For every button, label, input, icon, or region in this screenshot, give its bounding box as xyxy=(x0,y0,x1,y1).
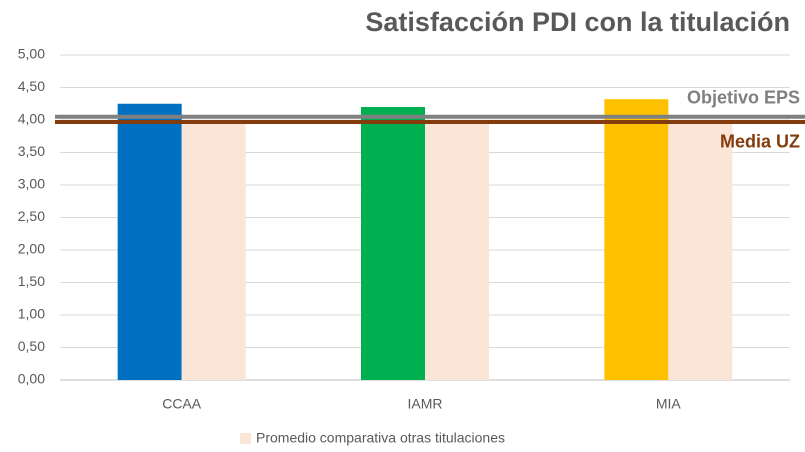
y-tick-label: 3,50 xyxy=(18,143,45,159)
x-tick-label: CCAA xyxy=(162,396,202,412)
reference-label: Media UZ xyxy=(720,132,800,152)
legend-label: Promedio comparativa otras titulaciones xyxy=(256,430,505,446)
bar xyxy=(181,120,246,380)
bar xyxy=(604,99,669,380)
y-tick-label: 4,00 xyxy=(18,111,45,127)
y-tick-label: 2,50 xyxy=(18,208,45,224)
y-tick-label: 1,50 xyxy=(18,273,45,289)
y-tick-label: 5,00 xyxy=(18,46,45,62)
bar xyxy=(425,120,489,380)
chart-title: Satisfacción PDI con la titulación xyxy=(365,7,790,37)
y-tick-label: 4,50 xyxy=(18,78,45,94)
x-tick-label: IAMR xyxy=(408,396,443,412)
reference-label: Objetivo EPS xyxy=(687,88,800,108)
y-tick-label: 0,50 xyxy=(18,338,45,354)
y-tick-label: 0,00 xyxy=(18,371,45,387)
y-tick-label: 1,00 xyxy=(18,306,45,322)
legend-swatch xyxy=(240,433,251,444)
y-tick-label: 2,00 xyxy=(18,241,45,257)
bar xyxy=(117,103,182,380)
bar xyxy=(668,120,733,380)
bar xyxy=(361,107,425,380)
y-tick-label: 3,00 xyxy=(18,176,45,192)
x-tick-label: MIA xyxy=(656,396,682,412)
